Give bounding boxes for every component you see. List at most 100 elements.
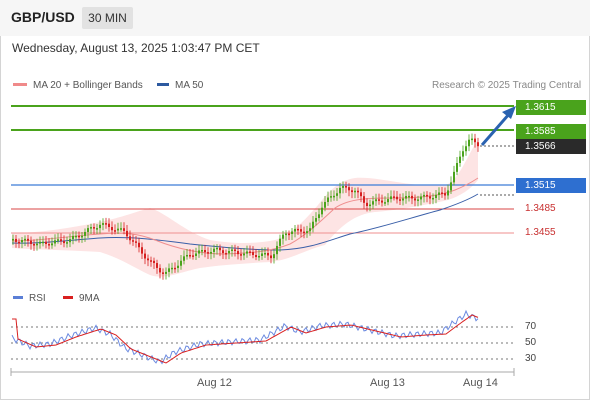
candle-body: [231, 249, 233, 251]
candle-body: [174, 267, 176, 270]
candle-body: [72, 235, 74, 240]
level-label-s1: 1.3485: [525, 203, 556, 214]
candle-body: [246, 251, 248, 254]
candle-body: [165, 271, 167, 274]
candle-body: [243, 253, 245, 256]
candle-body: [411, 195, 413, 199]
candle-body: [474, 138, 476, 143]
level-badge-pivot: 1.3515: [516, 178, 586, 193]
ma50-line: [11, 193, 479, 251]
candle-body: [24, 238, 26, 241]
candle-body: [465, 146, 467, 152]
candle-body: [360, 192, 362, 197]
candle-body: [234, 249, 236, 252]
candle-body: [99, 224, 101, 229]
candle-body: [237, 251, 239, 255]
candle-body: [18, 241, 20, 244]
candle-body: [417, 199, 419, 201]
candle-body: [399, 199, 401, 201]
candle-body: [192, 255, 194, 257]
candle-body: [357, 190, 359, 193]
candle-body: [135, 241, 137, 243]
candle-body: [87, 228, 89, 232]
candle-body: [378, 199, 380, 201]
candle-body: [33, 244, 35, 246]
candle-body: [267, 252, 269, 256]
candle-body: [435, 194, 437, 198]
candle-body: [123, 228, 125, 231]
arrow-head-icon: [502, 106, 516, 119]
candle-body: [453, 171, 455, 183]
candle-body: [300, 229, 302, 232]
candle-body: [285, 233, 287, 236]
candle-body: [207, 252, 209, 254]
candle-body: [213, 248, 215, 252]
candle-body: [261, 253, 263, 256]
candle-body: [402, 198, 404, 201]
candle-body: [447, 190, 449, 196]
legend-ma20: MA 20 + Bollinger Bands: [13, 80, 143, 91]
candle-body: [354, 190, 356, 193]
candle-body: [456, 163, 458, 172]
ma20-swatch-icon: [13, 82, 27, 86]
candle-body: [39, 241, 41, 244]
candle-body: [384, 202, 386, 204]
candle-body: [381, 200, 383, 203]
last-price-badge: 1.3566: [516, 139, 586, 154]
candle-body: [432, 197, 434, 200]
candle-body: [75, 235, 77, 238]
candle-body: [438, 192, 440, 195]
candle-body: [306, 231, 308, 233]
ma9-swatch-icon: [63, 295, 73, 299]
candle-body: [36, 243, 38, 246]
candle-body: [396, 196, 398, 200]
candle-body: [48, 244, 50, 246]
candle-body: [180, 260, 182, 266]
candle-body: [60, 239, 62, 242]
x-axis-date-1: Aug 12: [197, 377, 232, 389]
candle-body: [288, 233, 290, 236]
candle-body: [372, 201, 374, 205]
chart-header: GBP/USD 30 MIN: [0, 0, 590, 36]
candle-body: [318, 214, 320, 219]
legend-rsi: RSI: [13, 293, 46, 304]
rsi-swatch-icon: [13, 295, 23, 299]
candle-body: [336, 193, 338, 196]
candle-body: [345, 186, 347, 188]
legend-rsi-label: RSI: [29, 293, 46, 304]
candle-body: [276, 245, 278, 255]
candle-body: [444, 193, 446, 196]
candle-body: [423, 194, 425, 197]
candle-body: [219, 247, 221, 251]
candle-body: [477, 142, 479, 147]
candle-body: [429, 196, 431, 199]
candle-body: [324, 201, 326, 208]
candle-body: [156, 263, 158, 268]
bollinger-band: [12, 140, 478, 277]
candle-body: [183, 256, 185, 261]
candle-body: [450, 182, 452, 191]
candle-body: [228, 250, 230, 254]
timeframe-button[interactable]: 30 MIN: [82, 7, 133, 29]
candle-body: [150, 260, 152, 262]
candle-body: [12, 238, 14, 241]
candle-body: [375, 199, 377, 202]
candle-body: [27, 238, 29, 241]
candle-body: [108, 223, 110, 228]
candle-body: [315, 218, 317, 222]
x-axis-date-2: Aug 13: [370, 377, 405, 389]
candle-body: [195, 253, 197, 256]
candle-body: [177, 265, 179, 269]
candle-body: [366, 202, 368, 206]
candle-body: [147, 258, 149, 261]
candle-body: [201, 250, 203, 252]
candle-body: [159, 267, 161, 273]
candle-body: [327, 197, 329, 202]
candle-body: [303, 231, 305, 234]
candle-body: [66, 242, 68, 244]
candle-body: [93, 227, 95, 229]
ma50-swatch-icon: [157, 82, 169, 86]
candle-body: [420, 196, 422, 200]
candlestick-series: [12, 133, 479, 280]
